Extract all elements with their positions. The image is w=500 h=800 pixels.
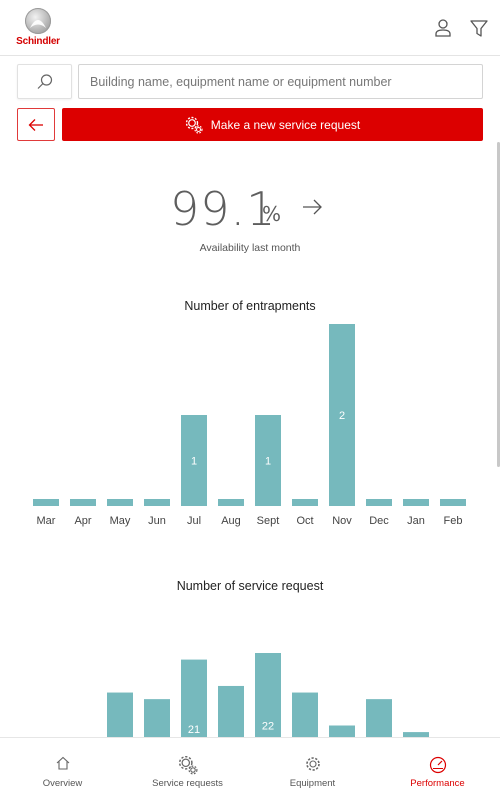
bar-feb: [440, 499, 466, 506]
bar-value-label: 1: [265, 456, 271, 468]
bar-mar: [33, 499, 59, 506]
service-requests-chart-title: Number of service request: [176, 579, 324, 593]
nav-item-equipment[interactable]: Equipment: [250, 738, 375, 800]
logo-mark-icon: [25, 8, 51, 34]
bar-value-label: 22: [262, 721, 274, 733]
search-button[interactable]: [17, 64, 72, 99]
new-service-request-button[interactable]: Make a new service request: [62, 108, 483, 141]
service-gears-icon: [178, 755, 197, 775]
gauge-icon: [429, 756, 446, 774]
x-tick-label: Oct: [296, 515, 313, 527]
x-tick-label: Apr: [74, 515, 91, 527]
nav-label-service-requests: Service requests: [152, 778, 223, 789]
service-gears-icon: [185, 116, 203, 134]
entrapments-chart: Mar Apr May Jun 1 Jul Aug 1 Sept Oct 2 Nov Dec Jan Feb: [33, 324, 466, 527]
bar-jun: [144, 499, 170, 506]
availability-kpi[interactable]: 99.1 % Availability last month: [0, 178, 500, 258]
bar-jul: [181, 415, 207, 506]
home-icon: [56, 756, 69, 770]
x-tick-label: Aug: [221, 515, 241, 527]
new-service-request-label: Make a new service request: [210, 117, 361, 132]
brand-name: Schindler: [16, 36, 60, 47]
bar-value-label: 2: [339, 410, 345, 422]
app-header: Schindler: [0, 0, 500, 56]
x-tick-label: Jun: [148, 515, 166, 527]
search-icon: [37, 74, 53, 89]
nav-label-performance: Performance: [410, 778, 465, 789]
bar-value-label: 1: [191, 456, 197, 468]
search-input[interactable]: [78, 64, 483, 99]
x-tick-label: Feb: [444, 515, 463, 527]
x-tick-label: Mar: [37, 515, 56, 527]
bar-dec: [366, 499, 392, 506]
bottom-nav: Overview Service requests Equipment Perf…: [0, 737, 500, 800]
bar-jul: [181, 659, 207, 737]
bar-jan: [403, 499, 429, 506]
bar-value-label: 21: [188, 724, 200, 736]
nav-item-service-requests[interactable]: Service requests: [125, 738, 250, 800]
availability-unit: %: [262, 202, 282, 226]
x-tick-label: Nov: [332, 515, 352, 527]
nav-item-performance[interactable]: Performance: [375, 738, 500, 800]
filter-icon[interactable]: [467, 16, 491, 40]
bar-oct: [292, 692, 318, 737]
x-tick-label: Sept: [257, 515, 280, 527]
arrow-right-icon[interactable]: [301, 198, 323, 216]
bar-dec: [366, 699, 392, 737]
availability-value: 99.1: [170, 182, 277, 236]
bar-may: [107, 499, 133, 506]
schindler-logo[interactable]: Schindler: [14, 8, 62, 50]
bar-jan: [403, 732, 429, 737]
bar-nov: [329, 324, 355, 506]
service-requests-chart: 9161521172216111510: [107, 653, 429, 737]
scrollbar[interactable]: [497, 142, 500, 467]
bar-may: [107, 692, 133, 737]
bar-oct: [292, 499, 318, 506]
bar-aug: [218, 499, 244, 506]
bar-nov: [329, 725, 355, 737]
bar-sept: [255, 653, 281, 737]
bar-sept: [255, 415, 281, 506]
nav-label-overview: Overview: [42, 778, 83, 789]
x-tick-label: Dec: [369, 515, 389, 527]
nav-item-overview[interactable]: Overview: [0, 738, 125, 800]
bar-apr: [70, 499, 96, 506]
nav-label-equipment: Equipment: [289, 778, 336, 789]
user-icon[interactable]: [431, 16, 455, 40]
bar-aug: [218, 685, 244, 737]
availability-label: Availability last month: [199, 242, 301, 254]
x-tick-label: Jan: [407, 515, 425, 527]
entrapments-chart-title: Number of entrapments: [184, 299, 316, 313]
back-button[interactable]: [17, 108, 55, 141]
x-tick-label: Jul: [187, 515, 201, 527]
arrow-left-icon: [28, 119, 43, 131]
x-tick-label: May: [110, 515, 131, 527]
gear-icon: [305, 757, 320, 771]
bar-jun: [144, 699, 170, 737]
